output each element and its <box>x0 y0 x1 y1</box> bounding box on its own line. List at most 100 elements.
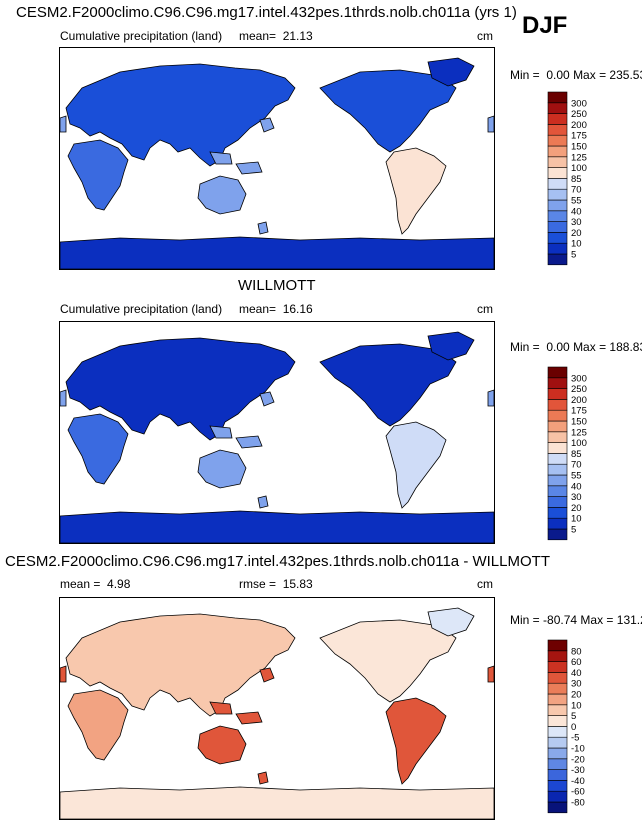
colorbar-tick-label: 5 <box>571 250 576 261</box>
colorbar-swatch <box>547 801 568 814</box>
colorbar-swatch <box>547 442 568 454</box>
region-south-america <box>385 697 447 785</box>
colorbar-tick-label: 125 <box>571 427 587 438</box>
colorbar-swatch <box>547 639 568 652</box>
colorbar-tick-label: 10 <box>571 239 582 250</box>
colorbar-swatch <box>547 682 568 695</box>
region-eurasia <box>65 63 296 167</box>
colorbar-swatch <box>547 453 568 465</box>
colorbar-tick-label: 55 <box>571 471 582 482</box>
colorbar-tick-label: 100 <box>571 438 587 449</box>
colorbar-tick-label: 60 <box>571 657 582 668</box>
colorbar-tick-label: 175 <box>571 406 587 417</box>
colorbar-swatch <box>547 736 568 749</box>
region-north-america <box>319 69 457 153</box>
region-africa <box>67 413 129 485</box>
colorbar-swatch <box>547 377 568 389</box>
panel3-minmax: Min = -80.74 Max = 131.28 <box>510 613 642 627</box>
colorbar-swatch <box>547 528 568 541</box>
region-africa <box>67 689 129 761</box>
island-1 <box>259 391 275 407</box>
colorbar-tick-label: -30 <box>571 765 585 776</box>
island-5 <box>487 665 494 683</box>
colorbar-swatch <box>547 145 568 158</box>
colorbar-tick-label: 20 <box>571 690 582 701</box>
season-label: DJF <box>522 12 568 39</box>
panel1-map <box>59 47 495 270</box>
colorbar-tick-label: 30 <box>571 217 582 228</box>
colorbar-swatch <box>547 780 568 792</box>
region-south-america <box>385 147 447 235</box>
island-2 <box>209 425 233 439</box>
island-4 <box>257 771 269 785</box>
colorbar-swatch <box>547 91 568 104</box>
colorbar-tick-label: 20 <box>571 503 582 514</box>
colorbar-swatch <box>547 399 568 411</box>
panel3-rmse: rmse = 15.83 <box>239 577 313 591</box>
island-2 <box>209 151 233 165</box>
island-6 <box>60 389 67 407</box>
colorbar-tick-label: 250 <box>571 384 587 395</box>
colorbar-swatch <box>547 474 568 487</box>
island-6 <box>60 665 67 683</box>
colorbar-swatch <box>547 485 568 497</box>
colorbar-tick-label: 5 <box>571 711 576 722</box>
colorbar-swatch <box>547 156 568 168</box>
panel2-units: cm <box>477 302 493 316</box>
colorbar-swatch <box>547 188 568 201</box>
colorbar-tick-label: 300 <box>571 98 587 109</box>
region-greenland <box>427 57 475 87</box>
region-eurasia <box>65 337 296 441</box>
colorbar-tick-label: 80 <box>571 646 582 657</box>
colorbar-swatch <box>547 102 568 114</box>
colorbar-tick-label: 150 <box>571 142 587 153</box>
island-1 <box>259 117 275 133</box>
colorbar-swatch <box>547 366 568 379</box>
colorbar-tick-label: 40 <box>571 481 582 492</box>
colorbar-tick-label: 40 <box>571 206 582 217</box>
colorbar-swatch <box>547 134 568 147</box>
panel3-units: cm <box>477 577 493 591</box>
map-canvas-2 <box>60 331 494 543</box>
colorbar-tick-label: 85 <box>571 449 582 460</box>
region-greenland <box>427 607 475 637</box>
island-3 <box>235 435 263 449</box>
colorbar-tick-label: 200 <box>571 395 587 406</box>
island-6 <box>60 115 67 133</box>
colorbar-tick-label: 30 <box>571 679 582 690</box>
colorbar-swatch <box>547 747 568 760</box>
colorbar-swatch <box>547 431 568 443</box>
colorbar-swatch <box>547 517 568 530</box>
colorbar-swatch <box>547 672 568 684</box>
map-canvas-3 <box>60 607 494 819</box>
colorbar-swatch <box>547 242 568 255</box>
colorbar-swatch <box>547 726 568 738</box>
colorbar-tick-label: 150 <box>571 417 587 428</box>
region-antarctica <box>60 236 494 269</box>
panel3-mean: mean = 4.98 <box>60 577 131 591</box>
colorbar-tick-label: 175 <box>571 131 587 142</box>
colorbar-tick-label: 30 <box>571 492 582 503</box>
colorbar-swatch <box>547 715 568 727</box>
region-australia <box>197 725 247 765</box>
panel1-title: CESM2.F2000climo.C96.C96.mg17.intel.432p… <box>16 4 517 21</box>
colorbar-tick-label: -5 <box>571 733 579 744</box>
colorbar-tick-label: -80 <box>571 798 585 809</box>
island-4 <box>257 495 269 509</box>
colorbar-swatch <box>547 124 568 136</box>
colorbar-tick-label: 10 <box>571 700 582 711</box>
colorbar-swatch <box>547 113 568 125</box>
region-australia <box>197 449 247 489</box>
colorbar-swatch <box>547 420 568 433</box>
colorbar-tick-label: -60 <box>571 787 585 798</box>
colorbar-swatch <box>547 409 568 422</box>
colorbar-swatch <box>547 388 568 400</box>
island-1 <box>259 667 275 683</box>
region-south-america <box>385 421 447 509</box>
colorbar-swatch <box>547 790 568 803</box>
colorbar-swatch <box>547 463 568 476</box>
panel2-subtitle: Cumulative precipitation (land) <box>60 302 223 316</box>
colorbar-swatch <box>547 693 568 706</box>
